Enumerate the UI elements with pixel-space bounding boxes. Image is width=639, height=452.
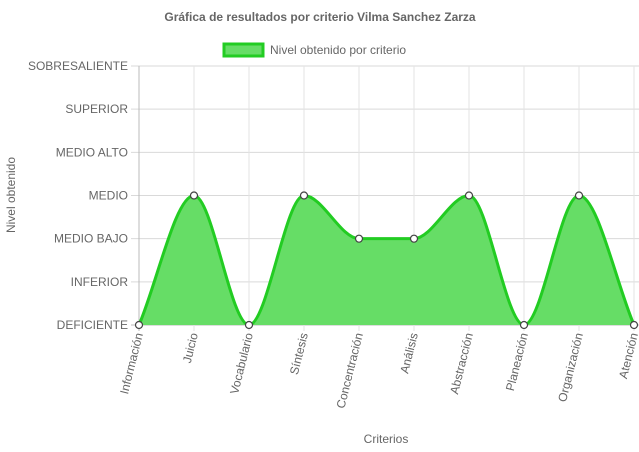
x-tick-label-0: Información: [117, 331, 146, 395]
data-point-4: [354, 234, 364, 243]
data-point-1: [189, 191, 199, 200]
y-tick-label-6: SOBRESALIENTE: [28, 59, 128, 73]
data-point-7: [519, 320, 529, 330]
x-tick-label-4: Concentración: [334, 331, 366, 409]
series-area: [139, 195, 634, 325]
x-tick-label-3: Síntesis: [287, 331, 311, 376]
x-axis: Información Juicio Vocabulario Síntesis Conc…: [117, 331, 639, 410]
data-point-6: [464, 191, 474, 200]
x-tick-label-2: Vocabulario: [227, 331, 256, 396]
y-tick-label-0: DEFICIENTE: [57, 318, 128, 332]
data-point-5: [409, 234, 419, 243]
x-tick-label-5: Análisis: [397, 331, 421, 375]
legend-label[interactable]: Nivel obtenido por criterio: [270, 43, 406, 57]
series-line: [137, 194, 636, 327]
y-tick-label-1: INFERIOR: [71, 275, 129, 289]
data-point-3: [299, 191, 309, 200]
chart-title: Gráfica de resultados por criterio Vilma…: [164, 10, 476, 24]
x-tick-label-7: Planeación: [503, 331, 531, 392]
x-tick-label-8: Organización: [555, 331, 586, 403]
y-tick-label-2: MEDIO BAJO: [54, 232, 128, 246]
data-point-9: [629, 320, 639, 330]
x-tick-label-1: Juicio: [180, 331, 201, 364]
series-nivel-obtenido: [134, 191, 639, 330]
y-tick-label-5: SUPERIOR: [65, 102, 128, 116]
data-point-2: [244, 320, 254, 330]
data-point-0: [134, 320, 144, 330]
x-axis-title: Criterios: [364, 432, 409, 446]
y-tick-label-4: MEDIO ALTO: [56, 145, 128, 159]
y-axis-title: Nivel obtenido: [4, 157, 18, 233]
x-tick-label-6: Abstracción: [447, 331, 476, 395]
legend-swatch[interactable]: [222, 42, 265, 58]
y-axis: DEFICIENTE INFERIOR MEDIO BAJO MEDIO MEDIO A…: [28, 59, 128, 332]
legend[interactable]: Nivel obtenido por criterio: [222, 42, 406, 58]
y-tick-label-3: MEDIO: [89, 189, 128, 203]
data-point-8: [574, 191, 584, 200]
x-tick-label-9: Atención: [616, 331, 639, 380]
